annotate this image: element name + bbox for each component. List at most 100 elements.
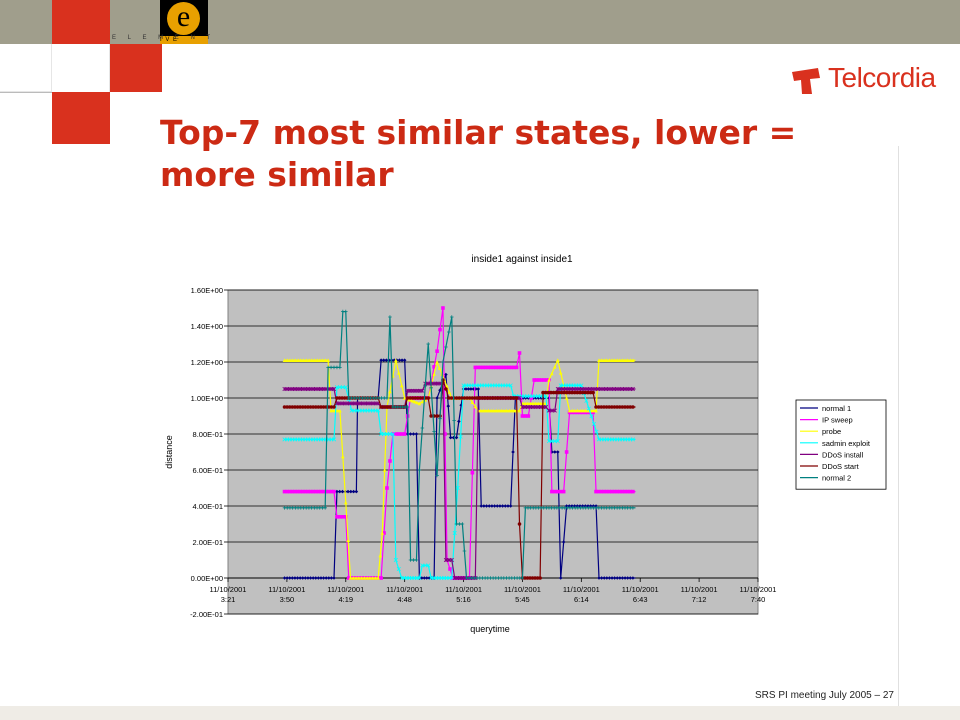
data-point (628, 576, 633, 580)
data-point (579, 383, 584, 388)
x-tick-label: 5:45 (515, 595, 530, 604)
data-point (316, 489, 321, 494)
data-point (599, 358, 604, 362)
data-point (504, 396, 508, 400)
series-line-probe (284, 358, 636, 579)
data-point (607, 489, 612, 494)
data-point (417, 468, 422, 472)
data-point (423, 384, 428, 388)
data-point (335, 489, 339, 494)
data-point (285, 358, 290, 362)
data-point (570, 408, 575, 413)
y-tick-label: 1.00E+00 (191, 394, 223, 403)
data-point (479, 504, 484, 508)
footer-band (0, 706, 960, 720)
data-point (617, 489, 622, 494)
data-point (388, 459, 392, 463)
data-point (396, 566, 401, 572)
data-point (417, 575, 422, 581)
data-point (508, 383, 513, 388)
data-point (602, 489, 606, 494)
telcordia-logo: Telcordia (790, 62, 950, 96)
data-point (413, 396, 418, 400)
data-point (296, 358, 300, 362)
data-point (523, 401, 527, 406)
data-point (414, 432, 419, 436)
data-point (615, 405, 619, 409)
data-point (612, 576, 617, 580)
data-point (337, 489, 342, 494)
data-point (388, 315, 392, 319)
data-point (420, 426, 425, 430)
data-point (385, 486, 389, 490)
data-point (543, 394, 549, 399)
data-point (615, 358, 620, 362)
data-point (346, 489, 350, 494)
data-point (523, 414, 528, 418)
data-point (599, 489, 604, 494)
data-point (329, 489, 334, 494)
data-point (407, 398, 412, 402)
data-point (341, 454, 345, 459)
x-tick-label: 11/10/2001 (622, 585, 659, 594)
data-point (591, 390, 595, 395)
data-point (604, 405, 609, 409)
data-point (356, 576, 361, 580)
data-point (313, 489, 318, 494)
data-point (489, 408, 493, 413)
data-point (382, 468, 387, 472)
data-point (498, 504, 502, 508)
data-point (553, 450, 557, 454)
data-point (534, 396, 538, 400)
data-point (452, 418, 456, 423)
data-point (544, 378, 549, 382)
y-tick-label: -2.00E-01 (190, 610, 223, 619)
data-point (346, 538, 350, 542)
data-point (618, 576, 622, 580)
data-point (318, 358, 322, 362)
x-axis-label: querytime (470, 624, 510, 634)
decor-square (52, 0, 110, 44)
series-line-sadmin-exploit (284, 384, 636, 579)
data-point (482, 504, 486, 508)
data-point (342, 396, 347, 400)
data-point (476, 365, 480, 370)
data-point (523, 576, 527, 580)
data-point (290, 405, 295, 409)
data-point (517, 395, 522, 401)
data-point (332, 576, 336, 580)
data-point (311, 405, 315, 409)
data-point (631, 576, 635, 580)
data-point (335, 396, 339, 400)
data-point (481, 408, 486, 413)
x-tick-label: 7:12 (692, 595, 707, 604)
data-point (628, 489, 633, 494)
data-point (586, 390, 590, 395)
data-point (373, 576, 378, 580)
data-point (583, 390, 588, 395)
data-point (368, 576, 372, 580)
data-point (464, 387, 468, 391)
data-point (458, 434, 463, 439)
data-point (384, 358, 389, 362)
x-tick-label: 6:43 (633, 595, 648, 604)
data-point (343, 309, 348, 314)
data-point (359, 576, 364, 580)
data-point (558, 576, 563, 580)
data-point (528, 401, 533, 406)
data-point (572, 390, 577, 395)
data-point (549, 390, 553, 395)
data-point (311, 489, 315, 494)
data-point (602, 358, 607, 362)
data-point (490, 504, 494, 508)
data-point (287, 576, 292, 580)
data-point (610, 576, 614, 580)
data-point (583, 408, 588, 413)
data-point (570, 390, 574, 395)
data-point (500, 504, 505, 508)
data-point (308, 405, 313, 409)
data-point (625, 358, 630, 362)
data-point (313, 405, 318, 409)
data-point (382, 531, 386, 535)
data-point (329, 408, 333, 413)
